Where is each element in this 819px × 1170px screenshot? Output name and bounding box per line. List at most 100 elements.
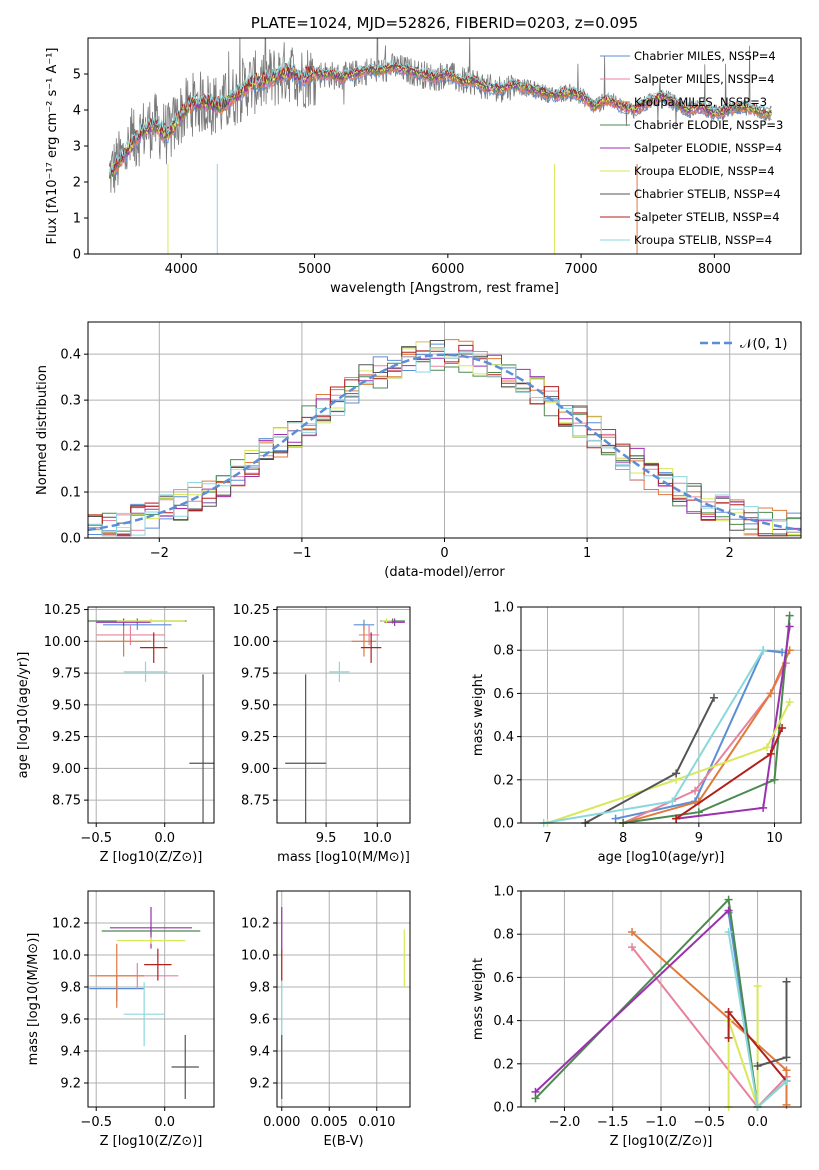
- errorbar-point: [384, 618, 405, 627]
- mass-weight-marker: [782, 1066, 791, 1075]
- mass-weight-marker: [778, 723, 787, 732]
- mass-weight-marker: [785, 698, 794, 707]
- mass-weight-marker: [759, 803, 768, 812]
- y-tick-label: 3: [73, 140, 81, 155]
- panel-6-frame: [276, 890, 411, 1108]
- legend-entry: Kroupa ELODIE, NSSP=4: [634, 164, 775, 178]
- x-tick-label: 6000: [431, 262, 464, 277]
- y-tick-label: 9.50: [241, 698, 270, 713]
- mass-weight-marker: [782, 1053, 791, 1062]
- y-tick-label: 0.4: [493, 1014, 514, 1029]
- x-tick-label: 0.005: [311, 1115, 348, 1130]
- mass-weight-marker: [762, 743, 771, 752]
- y-tick-label: 0.1: [60, 486, 81, 501]
- x-tick-label: 0: [440, 546, 448, 561]
- y-axis-label: mass weight: [471, 674, 486, 756]
- mass-weight-marker: [753, 982, 762, 991]
- mass-weight-marker: [782, 1077, 791, 1086]
- x-axis-label: E(B-V): [323, 1134, 363, 1149]
- errorbar-point: [140, 632, 168, 663]
- panel-5-frame: [87, 890, 215, 1108]
- mass-weight-marker: [694, 808, 703, 817]
- y-tick-label: 2: [73, 176, 81, 191]
- y-tick-label: 9.25: [52, 730, 81, 745]
- mass-weight-marker: [531, 1087, 540, 1096]
- x-tick-label: 0.0: [154, 831, 175, 846]
- mass-weight-line: [727, 931, 788, 1107]
- panel-3-frame: [276, 606, 411, 824]
- errorbar-point: [96, 626, 151, 657]
- model-spectrum-7: [109, 60, 772, 173]
- legend-entry: Chabrier ELODIE, NSSP=3: [634, 118, 783, 132]
- y-tick-label: 9.2: [249, 1077, 270, 1092]
- x-axis-label: age [log10(age/yr)]: [598, 850, 725, 865]
- y-tick-label: 9.50: [52, 698, 81, 713]
- x-tick-label: −1.5: [597, 1115, 629, 1130]
- panel-1-frame: [87, 321, 802, 539]
- x-tick-label: 10.0: [363, 831, 392, 846]
- panel-2-frame: [87, 606, 215, 824]
- y-axis-label: Normed distribution: [35, 365, 50, 495]
- legend-entry: Salpeter MILES, NSSP=4: [634, 72, 775, 86]
- mass-weight-marker: [778, 648, 787, 657]
- errorbar-point: [116, 618, 186, 624]
- panel-6-axes: [273, 891, 410, 1111]
- x-tick-label: 8000: [698, 262, 731, 277]
- errorbar-point: [351, 626, 377, 657]
- y-tick-label: 9.8: [60, 981, 81, 996]
- errorbar-point: [144, 948, 172, 981]
- errorbar-point: [96, 624, 165, 646]
- errorbar-point: [116, 937, 186, 944]
- y-tick-label: 0.0: [493, 1101, 514, 1116]
- y-tick-label: 9.4: [249, 1045, 270, 1060]
- y-tick-label: 0.0: [493, 817, 514, 832]
- errorbar-point: [123, 982, 165, 1047]
- x-tick-label: 5000: [298, 262, 331, 277]
- x-tick-label: 0.0: [747, 1115, 768, 1130]
- panel-2-axes: [84, 607, 214, 827]
- mass-weight-marker: [724, 906, 733, 915]
- y-tick-label: 0.8: [493, 928, 514, 943]
- mass-weight-marker: [770, 775, 779, 784]
- y-tick-label: 0.2: [493, 773, 514, 788]
- y-tick-label: 10.2: [241, 917, 270, 932]
- x-axis-label: mass [log10(M/M⊙)]: [277, 850, 410, 865]
- y-axis-label: age [log10(age/yr)]: [16, 652, 31, 779]
- mass-weight-marker: [628, 928, 637, 937]
- x-tick-label: 9: [695, 831, 703, 846]
- y-tick-label: 9.8: [249, 981, 270, 996]
- y-tick-label: 0.8: [493, 644, 514, 659]
- legend-entry: Kroupa STELIB, NSSP=4: [634, 233, 772, 247]
- y-tick-label: 0.4: [493, 730, 514, 745]
- y-tick-label: 10.00: [233, 635, 270, 650]
- errorbar-point: [285, 674, 327, 823]
- mass-weight-line: [615, 649, 783, 820]
- y-tick-label: 0.2: [60, 440, 81, 455]
- legend-entry: Chabrier STELIB, NSSP=4: [634, 187, 781, 201]
- x-tick-label: −1: [292, 546, 311, 561]
- mass-weight-marker: [709, 693, 718, 702]
- y-axis-label: Flux [fλ10⁻¹⁷ erg cm⁻² s⁻¹ A⁻¹]: [45, 48, 60, 245]
- x-tick-label: 4000: [165, 262, 198, 277]
- y-tick-label: 10.0: [52, 949, 81, 964]
- y-tick-label: 10.0: [241, 949, 270, 964]
- y-tick-label: 1: [73, 212, 81, 227]
- legend-entry: Salpeter ELODIE, NSSP=4: [634, 141, 782, 155]
- errorbar-point: [96, 618, 151, 627]
- x-axis-label: wavelength [Angstrom, rest frame]: [330, 281, 559, 296]
- y-tick-label: 10.00: [44, 635, 81, 650]
- mass-weight-marker: [724, 1007, 733, 1016]
- x-tick-label: 9.5: [316, 831, 337, 846]
- x-tick-label: −0.5: [80, 1115, 112, 1130]
- x-tick-label: 0.010: [358, 1115, 395, 1130]
- mass-weight-marker: [782, 1100, 791, 1109]
- errorbar-point: [89, 943, 145, 1008]
- errorbar-point: [171, 1035, 199, 1099]
- x-tick-label: 10: [766, 831, 783, 846]
- y-tick-label: 0.4: [60, 348, 81, 363]
- y-tick-label: 0.0: [60, 532, 81, 547]
- mass-weight-line: [547, 701, 791, 823]
- y-tick-label: 10.25: [44, 603, 81, 618]
- y-tick-label: 10.2: [52, 917, 81, 932]
- y-tick-label: 9.4: [60, 1045, 81, 1060]
